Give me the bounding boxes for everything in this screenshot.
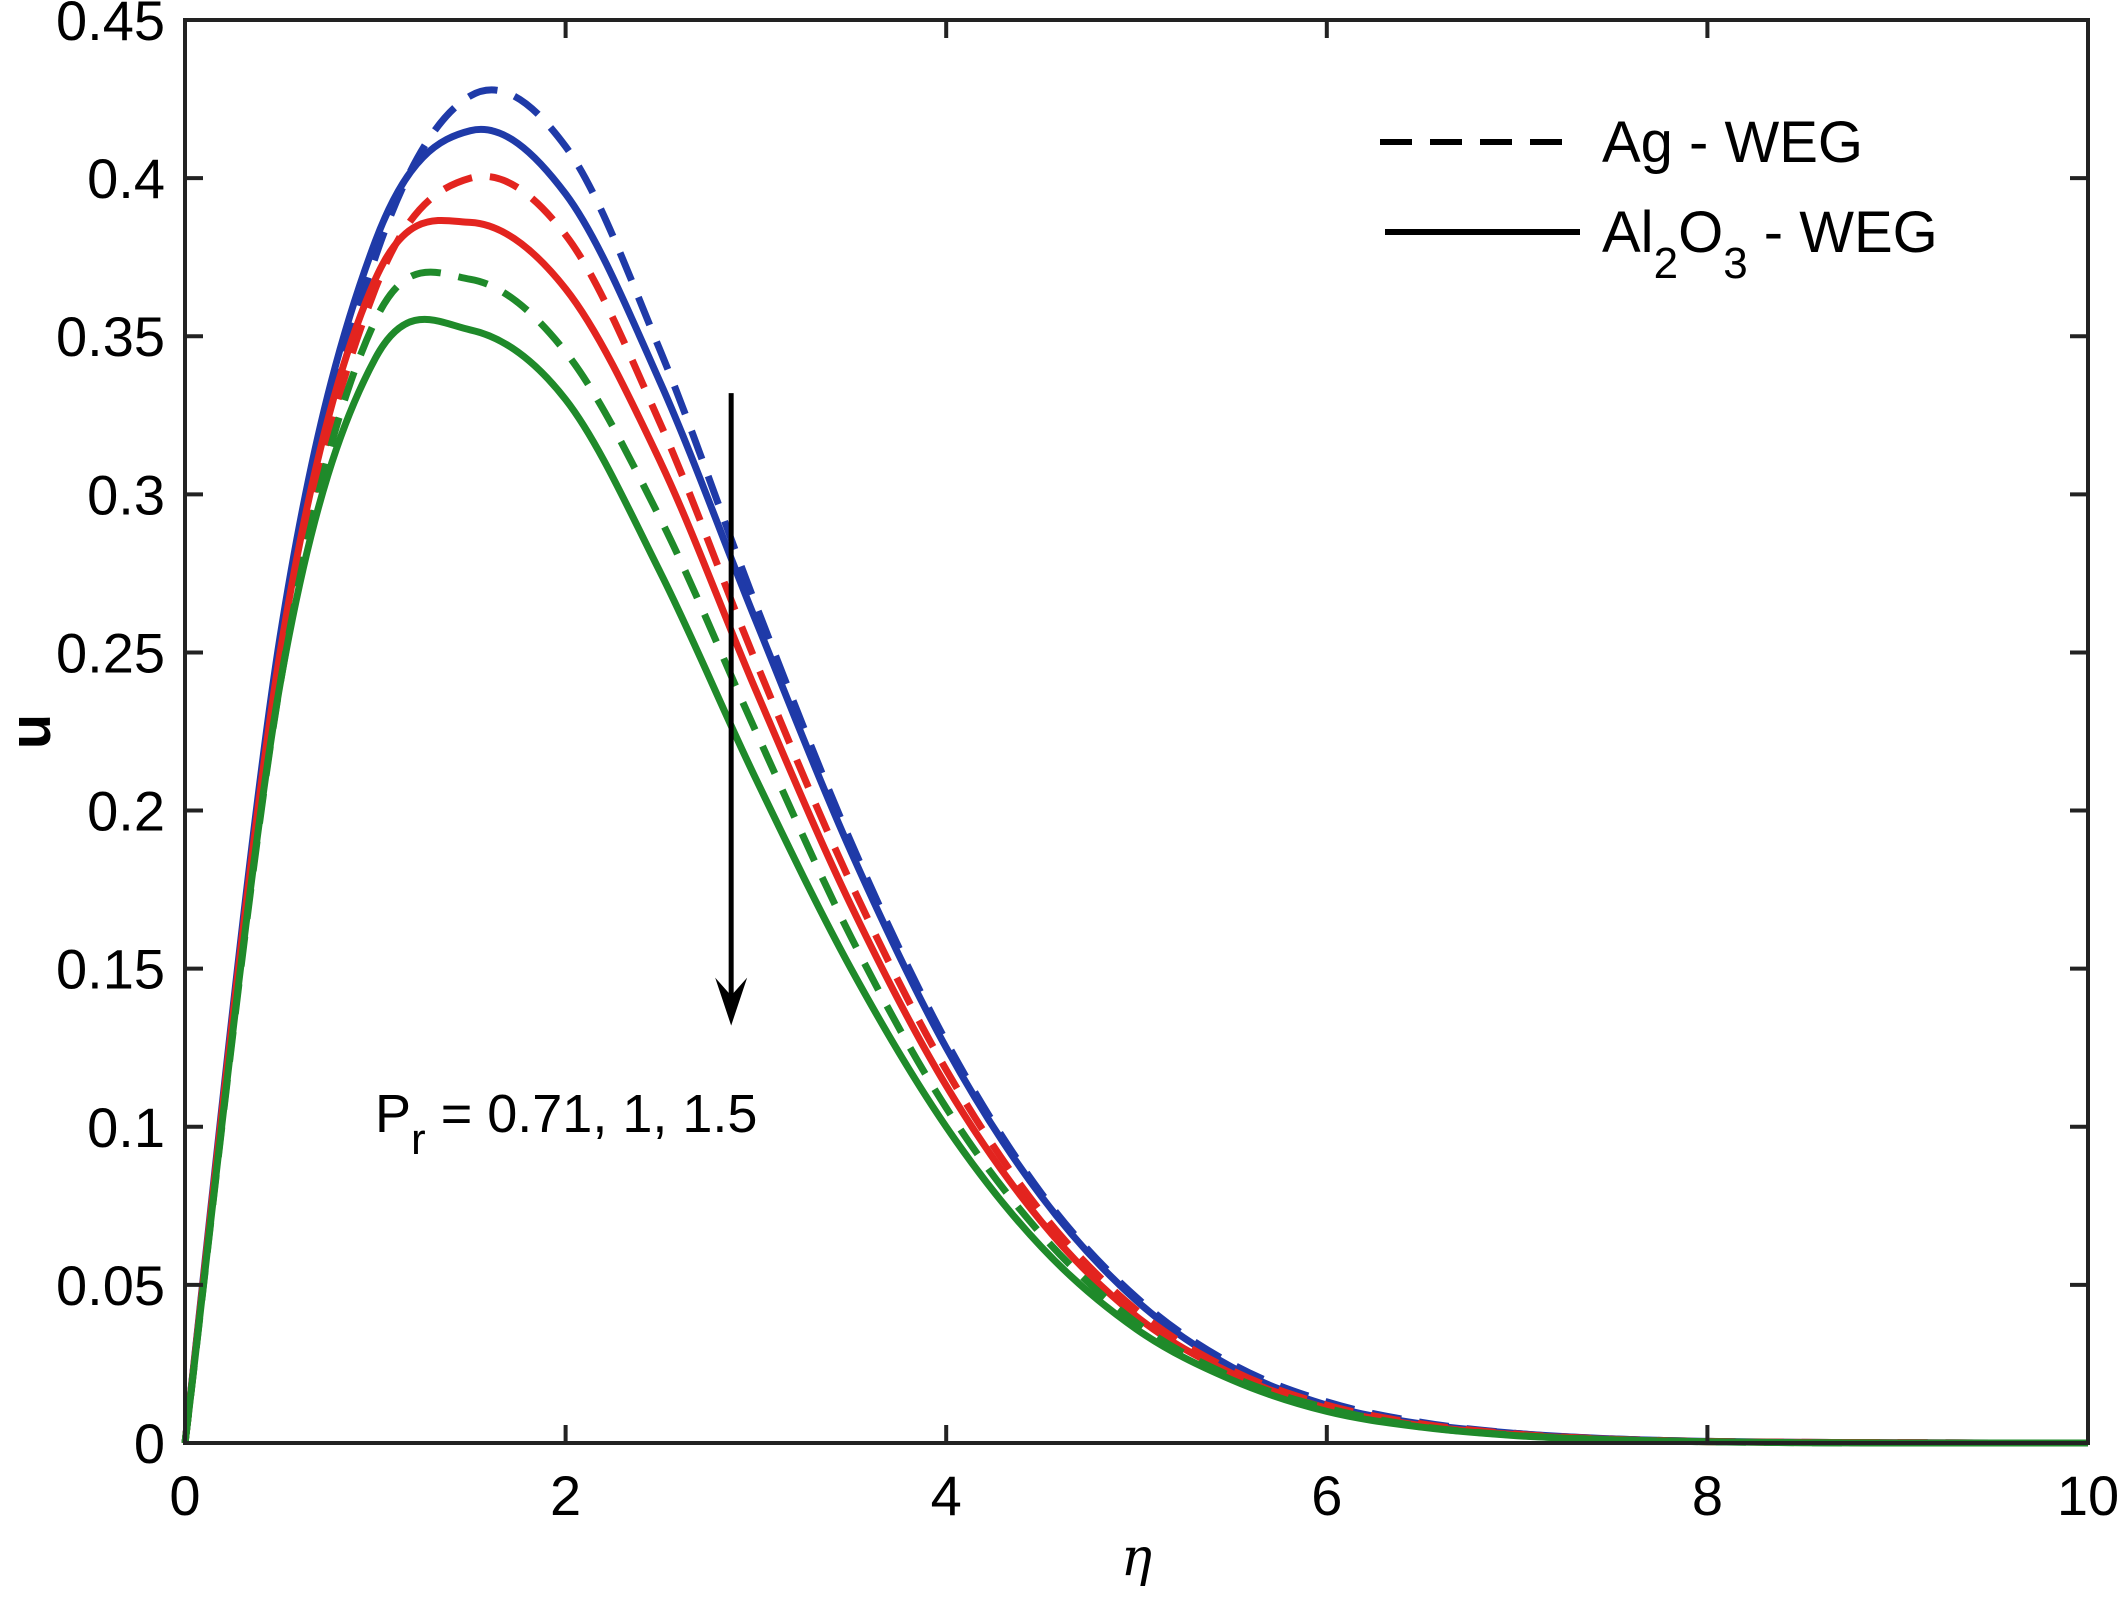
series-line-0-dashed <box>181 86 2089 1447</box>
curves-layer <box>181 86 2089 1447</box>
legend-sub-2: 2 <box>1654 239 1678 288</box>
legend-sub-3: 3 <box>1723 239 1747 288</box>
y-tick-label: 0.15 <box>56 938 165 1001</box>
series-line-4-dashed <box>181 268 2088 1447</box>
x-axis-label: η <box>1121 1528 1152 1588</box>
ticks-layer <box>183 18 2090 1445</box>
y-axis-label: u <box>0 714 63 749</box>
pr-annotation-label: Pr = 0.71, 1, 1.5 <box>375 1084 757 1164</box>
arrow-head-icon <box>715 977 748 1026</box>
y-tick-label: 0.05 <box>56 1254 165 1317</box>
y-tick-label: 0 <box>134 1412 165 1475</box>
plot-frame <box>183 18 2090 1445</box>
tick-labels-layer: 0 2 4 6 8 10 0 0.05 0.1 0.15 0.2 0.25 0.3 0.35 0.4 0.45 <box>56 0 2119 1527</box>
x-tick-label: 0 <box>169 1464 200 1527</box>
x-tick-label: 2 <box>550 1464 581 1527</box>
x-tick-label: 10 <box>2057 1464 2119 1527</box>
legend-o: O <box>1678 200 1723 265</box>
legend-label-al2o3-weg: Al2O3 - WEG <box>1602 200 1938 288</box>
y-tick-label: 0.25 <box>56 621 165 684</box>
series-line-2-dashed <box>181 172 2089 1447</box>
y-tick-label: 0.3 <box>87 463 165 526</box>
legend-label-ag-weg: Ag - WEG <box>1602 110 1863 175</box>
annot-values: = 0.71, 1, 1.5 <box>426 1084 758 1144</box>
x-tick-label: 8 <box>1692 1464 1723 1527</box>
series-line-5-solid <box>181 315 2088 1447</box>
legend: Ag - WEG Al2O3 - WEG <box>1380 110 1938 288</box>
annot-p: P <box>375 1084 411 1144</box>
x-tick-label: 4 <box>931 1464 962 1527</box>
pr-annotation: Pr = 0.71, 1, 1.5 <box>375 393 757 1164</box>
y-tick-label: 0.2 <box>87 780 165 843</box>
y-tick-label: 0.1 <box>87 1096 165 1159</box>
legend-al: Al <box>1602 200 1654 265</box>
legend-weg: - WEG <box>1748 200 1938 265</box>
annot-sub-r: r <box>411 1115 426 1164</box>
x-tick-label: 6 <box>1311 1464 1342 1527</box>
y-tick-label: 0.45 <box>56 0 165 52</box>
y-tick-label: 0.4 <box>87 147 165 210</box>
series-line-3-solid <box>181 216 2089 1447</box>
y-tick-label: 0.35 <box>56 305 165 368</box>
